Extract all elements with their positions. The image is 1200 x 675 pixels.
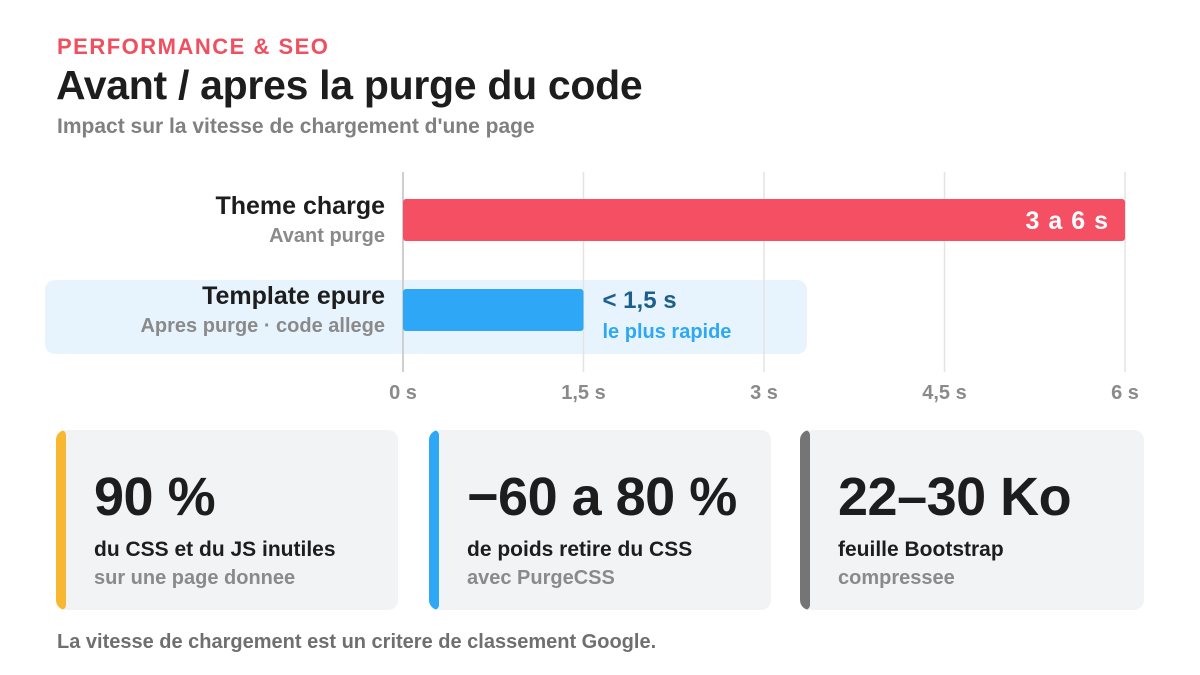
stat-note: compressee <box>838 567 955 589</box>
category-label-template: Template epure Apres purge · code allege <box>140 282 385 338</box>
stat-card-bootstrap: 22–30 Ko feuille Bootstrap compressee <box>800 430 1144 610</box>
bar <box>403 289 584 331</box>
kicker: PERFORMANCE & SEO <box>57 34 330 59</box>
category-name: Theme charge <box>215 192 385 220</box>
stat-value: 90 % <box>94 467 216 527</box>
card-accent-bar <box>800 430 810 610</box>
card-accent-bar <box>56 430 66 610</box>
footer-note: La vitesse de chargement est un critere … <box>57 631 657 653</box>
category-label-theme: Theme charge Avant purge <box>215 192 385 248</box>
x-tick-label: 0 s <box>389 382 417 404</box>
category-name: Template epure <box>202 282 385 310</box>
x-tick-label: 6 s <box>1111 382 1139 404</box>
stat-note: avec PurgeCSS <box>467 567 615 589</box>
stat-value: 22–30 Ko <box>838 467 1072 527</box>
bar <box>403 199 1125 241</box>
data-label: < 1,5 s <box>603 287 677 314</box>
stat-label: de poids retire du CSS <box>467 538 693 561</box>
x-tick-label: 1,5 s <box>561 382 605 404</box>
page-subtitle: Impact sur la vitesse de chargement d'un… <box>57 115 535 138</box>
stat-note: sur une page donnee <box>94 567 296 589</box>
x-tick-label: 4,5 s <box>922 382 966 404</box>
stat-label: du CSS et du JS inutiles <box>94 538 336 561</box>
stat-card-css-js: 90 % du CSS et du JS inutiles sur une pa… <box>56 430 398 610</box>
data-label: 3 a 6 s <box>1026 207 1109 235</box>
load-time-bar-chart: 0 s 1,5 s 3 s 4,5 s 6 s 3 a 6 s < 1,5 s le plus… <box>389 172 1139 404</box>
x-tick-label: 3 s <box>750 382 778 404</box>
stat-label: feuille Bootstrap <box>838 538 1004 561</box>
annotation-label: le plus rapide <box>603 321 732 343</box>
page-title: Avant / apres la purge du code <box>56 62 643 108</box>
card-accent-bar <box>429 430 439 610</box>
stat-cards: 90 % du CSS et du JS inutiles sur une pa… <box>56 430 1144 610</box>
stat-value: −60 a 80 % <box>467 467 737 527</box>
category-sublabel: Avant purge <box>269 225 385 247</box>
category-sublabel: Apres purge · code allege <box>140 315 385 337</box>
stat-card-purgecss: −60 a 80 % de poids retire du CSS avec P… <box>429 430 771 610</box>
